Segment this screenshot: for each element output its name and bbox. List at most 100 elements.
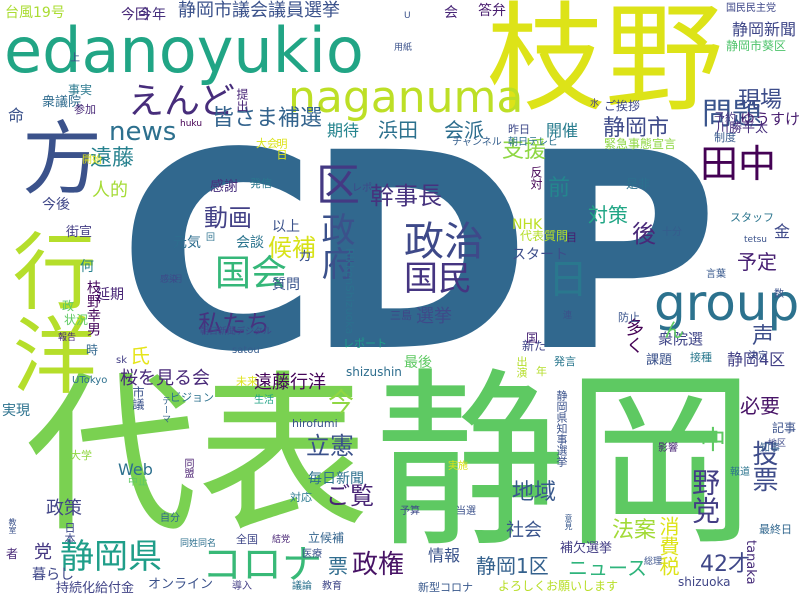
word-shizuoka-en: shizuoka <box>678 575 731 589</box>
word-kata: 方 <box>22 113 102 206</box>
word-kane: 金 <box>774 222 791 241</box>
word-rikken: 立憲 <box>306 432 354 460</box>
word-seifu: 政府 <box>315 212 355 280</box>
word-shizuoka1ku: 静岡1区 <box>476 554 549 578</box>
word-seiken: 政権 <box>352 550 405 580</box>
word-daihyo: 代表 <box>25 355 369 556</box>
word-ooku: 多く <box>623 318 644 354</box>
word-group: group <box>654 274 800 332</box>
word-saigo: 最後 <box>404 355 432 371</box>
word-42sai: 42才 <box>700 552 750 577</box>
word-hi: 日 <box>548 257 588 303</box>
word-joho: 情報 <box>428 546 461 565</box>
word-sanka: 参加 <box>74 103 96 116</box>
word-zehi: 是非 <box>626 177 651 191</box>
word-ren: 連 <box>563 311 573 321</box>
word-online: オンライン <box>148 577 214 592</box>
word-sesshu: 接種 <box>690 351 712 364</box>
word-aoi-ku: 静岡市葵区 <box>726 39 787 53</box>
word-teishutsu: 提出 <box>235 88 249 112</box>
word-hasshin: 発信 <box>250 177 272 190</box>
word-genki: 元気 <box>173 235 201 251</box>
word-shien: 支援 <box>502 138 547 163</box>
word-news-kana: ニュース <box>568 556 647 580</box>
word-hirofumi: hirofumi <box>292 417 338 430</box>
word-tosen: 当選 <box>456 506 476 517</box>
word-naganuma: naganuma <box>288 72 524 123</box>
word-chiiki: 地域 <box>512 480 557 505</box>
word-shizuoka: 静岡 <box>375 352 756 573</box>
word-sk: sk <box>116 355 128 366</box>
word-goran: ご覧 <box>326 482 374 510</box>
word-edano-yukio: 枝野幸男 <box>85 280 101 336</box>
word-shizushin: shizushin <box>346 365 402 379</box>
word-web: Web <box>118 460 153 479</box>
word-saishubi: 最終日 <box>759 523 792 536</box>
word-jibun: 自分 <box>160 513 180 524</box>
word-kazu: 数 <box>774 289 784 300</box>
word-ijo: 以上 <box>272 219 300 235</box>
word-ue: 上 <box>70 53 80 64</box>
word-hatsugen: 発言 <box>554 355 576 368</box>
word-kai2: 回 <box>206 233 216 243</box>
word-rikkoho: 立候補 <box>308 531 345 545</box>
word-jokyo: 状況 <box>64 313 89 327</box>
word-enki: 延期 <box>96 287 124 303</box>
word-kai: 会 <box>444 5 458 21</box>
word-eikyo: 影響 <box>658 443 678 454</box>
word-naka: 中 <box>700 426 727 456</box>
word-kansha: 感謝 <box>210 179 238 195</box>
word-shizuokashi: 静岡市 <box>603 116 670 141</box>
word-chijisen: 静岡県知事選挙 <box>555 390 568 467</box>
word-edanoyukio: edanoyukio <box>4 14 364 87</box>
word-utokyo: UTokyo <box>72 375 108 386</box>
word-kyoiku: 教育 <box>322 581 342 592</box>
word-shugiin: 衆議院 <box>42 95 82 110</box>
word-iken: 意見 <box>564 514 573 530</box>
word-nani: 何 <box>80 259 94 275</box>
word-satou: satou <box>232 345 260 356</box>
word-koho: 候補 <box>268 234 316 262</box>
word-tanaka-kanji: 田中 <box>700 142 777 186</box>
word-taikai: 大会 <box>256 137 278 150</box>
word-koe: 声 <box>752 324 775 349</box>
word-seido: 制度 <box>714 131 736 144</box>
word-kino: 昨日 <box>508 123 530 136</box>
word-kitai: 期待 <box>327 121 360 140</box>
word-ka: カ <box>298 249 312 265</box>
word-hoketsu: 補欠選挙 <box>560 541 613 556</box>
word-huku: huku <box>180 119 203 129</box>
word-jijitsu: 事実 <box>68 83 93 97</box>
word-mizu: 水 <box>590 99 600 109</box>
word-hitoteki: 人的 <box>92 180 128 201</box>
word-daihyo-shitsumon: 代表質問 <box>520 229 569 243</box>
word-hantai: 反対 <box>529 166 543 190</box>
word-kadai: 課題 <box>646 353 673 368</box>
word-taio: 対応 <box>290 491 312 504</box>
word-yotei: 予定 <box>737 250 777 274</box>
word-kaisai: 開催 <box>546 121 579 140</box>
word-shigikai: 静岡市議会議員選挙 <box>178 0 340 21</box>
word-yosan: 予算 <box>400 506 420 517</box>
word-ima: 今 <box>328 388 355 418</box>
word-shizuoka-ken: 静岡県 <box>60 537 162 577</box>
word-n: ん <box>664 318 684 342</box>
word-tetsu: tetsu <box>744 235 767 245</box>
word-toki: 時 <box>86 343 99 357</box>
word-seiji: 政治 <box>404 219 484 265</box>
word-domei: 同盟 <box>182 458 193 478</box>
word-ku: 区 <box>316 160 360 211</box>
word-hyo: 票 <box>328 554 348 578</box>
word-seisaku: 政策 <box>46 498 82 519</box>
word-kinkyu: 緊急事態宣言 <box>604 137 677 151</box>
word-boshi: 防止 <box>618 311 640 324</box>
word-tanaka-en: tanaka <box>743 540 758 585</box>
word-kaiha: 会派 <box>444 118 484 142</box>
word-kiji: 記事 <box>772 421 797 435</box>
word-taisaku: 対策 <box>588 203 628 227</box>
word-inochi: 命 <box>8 106 25 125</box>
word-nhk: NHK <box>512 217 543 233</box>
word-iryo: 医療 <box>302 549 322 560</box>
word-vision: ビジョン <box>170 391 214 404</box>
